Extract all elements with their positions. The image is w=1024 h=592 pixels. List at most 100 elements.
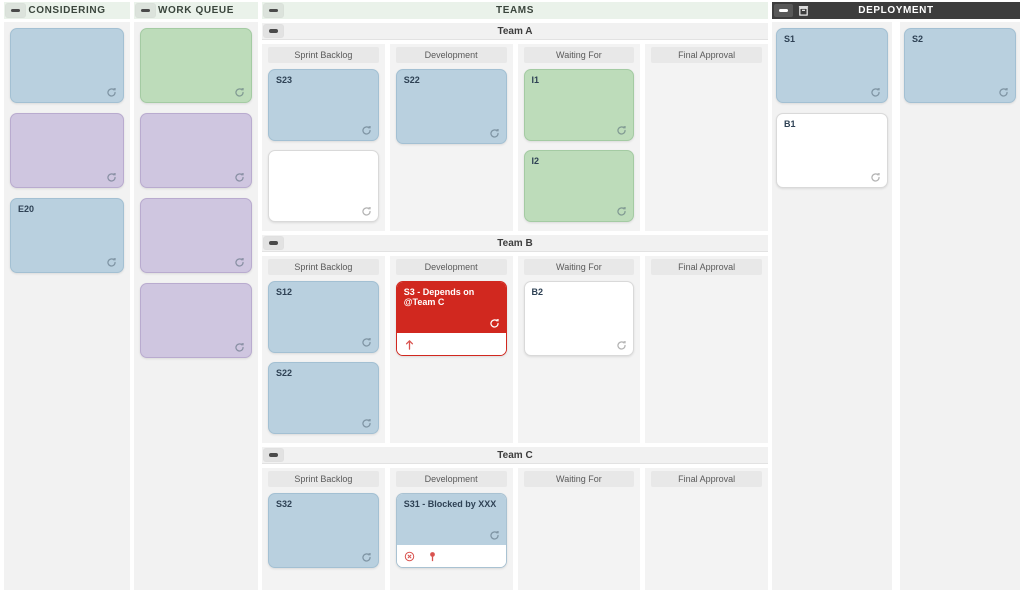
column-considering: CONSIDERING E20 [4, 2, 130, 590]
card-label: B2 [531, 287, 544, 297]
card[interactable]: S22 [395, 69, 507, 144]
card-blocked-dependency[interactable]: S3 - Depends on @Team C [395, 281, 507, 356]
card[interactable] [10, 113, 124, 188]
card-label: S23 [276, 75, 293, 85]
deployment-lanes: S1 B1 S2 [772, 22, 1020, 590]
lane-header: Waiting For [523, 259, 635, 275]
card[interactable]: S23 [268, 69, 379, 141]
circular-arrow-icon [235, 257, 244, 267]
lane-header: Final Approval [651, 471, 762, 487]
work-queue-lane [134, 22, 258, 590]
lane-final-approval: Final Approval [645, 468, 768, 590]
card-label: S3 - Depends on @Team C [403, 287, 475, 307]
card-label: S12 [276, 287, 293, 297]
card[interactable]: B1 [776, 113, 888, 188]
teams-body: Team A Sprint Backlog S23 Development S2… [262, 19, 768, 590]
circular-arrow-icon [489, 530, 499, 540]
blocked-icon [404, 551, 414, 561]
card[interactable] [140, 198, 252, 273]
minus-icon [269, 29, 278, 33]
team-b-lanes: Sprint Backlog S12 S22 Development S3 - … [262, 256, 768, 443]
card-footer [396, 333, 506, 355]
card[interactable] [140, 283, 252, 358]
circular-arrow-icon [489, 128, 499, 138]
card[interactable]: S32 [268, 493, 379, 568]
team-b-header: Team B [262, 235, 768, 252]
lane-development: Development S22 [389, 44, 513, 231]
deployment-lane-left: S1 B1 [772, 22, 892, 590]
team-title: Team C [497, 449, 533, 461]
team-title: Team B [497, 237, 533, 249]
lane-header: Final Approval [651, 47, 762, 63]
circular-arrow-icon [235, 342, 244, 352]
team-title: Team A [497, 25, 533, 37]
lane-waiting-for: Waiting For B2 [517, 256, 641, 443]
lane-waiting-for: Waiting For [517, 468, 641, 590]
card[interactable]: E20 [10, 198, 124, 273]
circular-arrow-icon [617, 206, 627, 216]
circular-arrow-icon [617, 340, 627, 350]
team-c-header: Team C [262, 447, 768, 464]
minus-icon [779, 8, 788, 13]
column-title: TEAMS [496, 5, 534, 16]
card[interactable]: I1 [523, 69, 635, 141]
lane-development: Development S3 - Depends on @Team C [389, 256, 513, 443]
team-a-header: Team A [262, 23, 768, 40]
card[interactable]: S12 [268, 281, 379, 353]
lane-sprint-backlog: Sprint Backlog S23 [262, 44, 385, 231]
card-label: S22 [276, 368, 293, 378]
lane-header: Sprint Backlog [268, 47, 379, 63]
circular-arrow-icon [362, 418, 371, 428]
circular-arrow-icon [362, 125, 371, 135]
collapse-icon[interactable] [6, 4, 25, 17]
collapse-icon[interactable] [264, 449, 283, 461]
lane-sprint-backlog: Sprint Backlog S32 [262, 468, 385, 590]
collapse-icon[interactable] [774, 4, 793, 17]
considering-header: CONSIDERING [4, 2, 130, 19]
minus-icon [11, 8, 20, 13]
considering-lane: E20 [4, 22, 130, 590]
lane-header: Final Approval [651, 259, 762, 275]
minus-icon [269, 8, 278, 13]
lane-development: Development S31 - Blocked by XXX [389, 468, 513, 590]
circular-arrow-icon [871, 87, 880, 97]
card[interactable] [268, 150, 379, 222]
teams-header: TEAMS [262, 2, 768, 19]
card-label: S1 [784, 34, 796, 44]
circular-arrow-icon [871, 172, 880, 182]
collapse-icon[interactable] [264, 25, 283, 37]
column-work-queue: WORK QUEUE [134, 2, 258, 590]
minus-icon [269, 453, 278, 457]
lane-header: Development [395, 259, 507, 275]
card-label: B1 [784, 119, 796, 129]
card[interactable]: S2 [904, 28, 1016, 103]
circular-arrow-icon [235, 172, 244, 182]
card[interactable]: B2 [523, 281, 635, 356]
card-blocked[interactable]: S31 - Blocked by XXX [395, 493, 507, 568]
card-label: S2 [912, 34, 924, 44]
column-deployment: DEPLOYMENT S1 B1 S2 [772, 2, 1020, 590]
collapse-icon[interactable] [264, 4, 283, 17]
lane-final-approval: Final Approval [645, 44, 768, 231]
card[interactable]: I2 [523, 150, 635, 222]
circular-arrow-icon [617, 125, 627, 135]
lane-header: Sprint Backlog [268, 259, 379, 275]
card[interactable] [10, 28, 124, 103]
card[interactable] [140, 113, 252, 188]
card-body: S3 - Depends on @Team C [396, 282, 506, 333]
card-body: S31 - Blocked by XXX [396, 494, 506, 545]
circular-arrow-icon [999, 87, 1008, 97]
circular-arrow-icon [489, 318, 499, 328]
minus-icon [141, 8, 150, 13]
card[interactable]: S1 [776, 28, 888, 103]
collapse-icon[interactable] [136, 4, 155, 17]
lane-header: Development [395, 471, 507, 487]
lane-header: Development [395, 47, 507, 63]
lane-final-approval: Final Approval [645, 256, 768, 443]
archive-icon[interactable] [798, 5, 809, 16]
minus-icon [269, 241, 278, 245]
collapse-icon[interactable] [264, 237, 283, 249]
card[interactable]: S22 [268, 362, 379, 434]
lane-header: Waiting For [523, 471, 635, 487]
card[interactable] [140, 28, 252, 103]
